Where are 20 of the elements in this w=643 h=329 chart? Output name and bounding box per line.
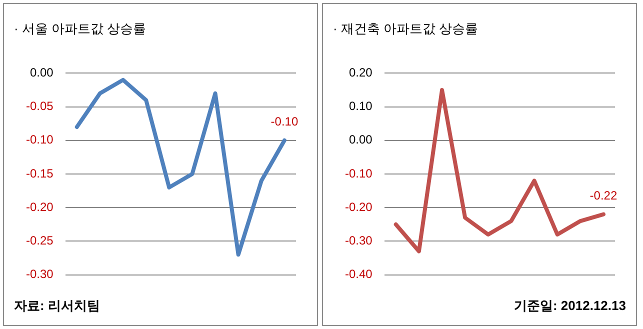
y-tick-label: 0.00 [348,132,373,147]
chart-title: · 재건축 아파트값 상승률 [333,20,478,38]
data-label: -0.10 [270,114,298,129]
y-tick-label: -0.25 [26,234,54,248]
text: 기준일: 2012.12.13 [514,297,626,315]
chart-title: · 서울 아파트값 상승률 [14,20,146,38]
y-tick-label: 0.00 [30,66,54,80]
y-tick-label: -0.10 [26,132,54,147]
y-tick-label: -0.05 [26,99,54,114]
y-tick-label: 0.10 [348,99,373,114]
data-label: -0.22 [590,188,618,203]
y-tick-label: -0.40 [344,267,373,282]
y-tick-label: -0.30 [26,267,54,282]
y-tick-label: -0.15 [26,166,54,180]
y-tick-label: 0.20 [348,66,373,80]
y-tick-label: -0.10 [344,166,373,180]
y-tick-label: -0.20 [344,200,373,214]
text: 자료: 리서치팀 [14,297,100,315]
y-tick-label: -0.30 [344,234,373,248]
y-tick-label: -0.20 [26,200,54,214]
